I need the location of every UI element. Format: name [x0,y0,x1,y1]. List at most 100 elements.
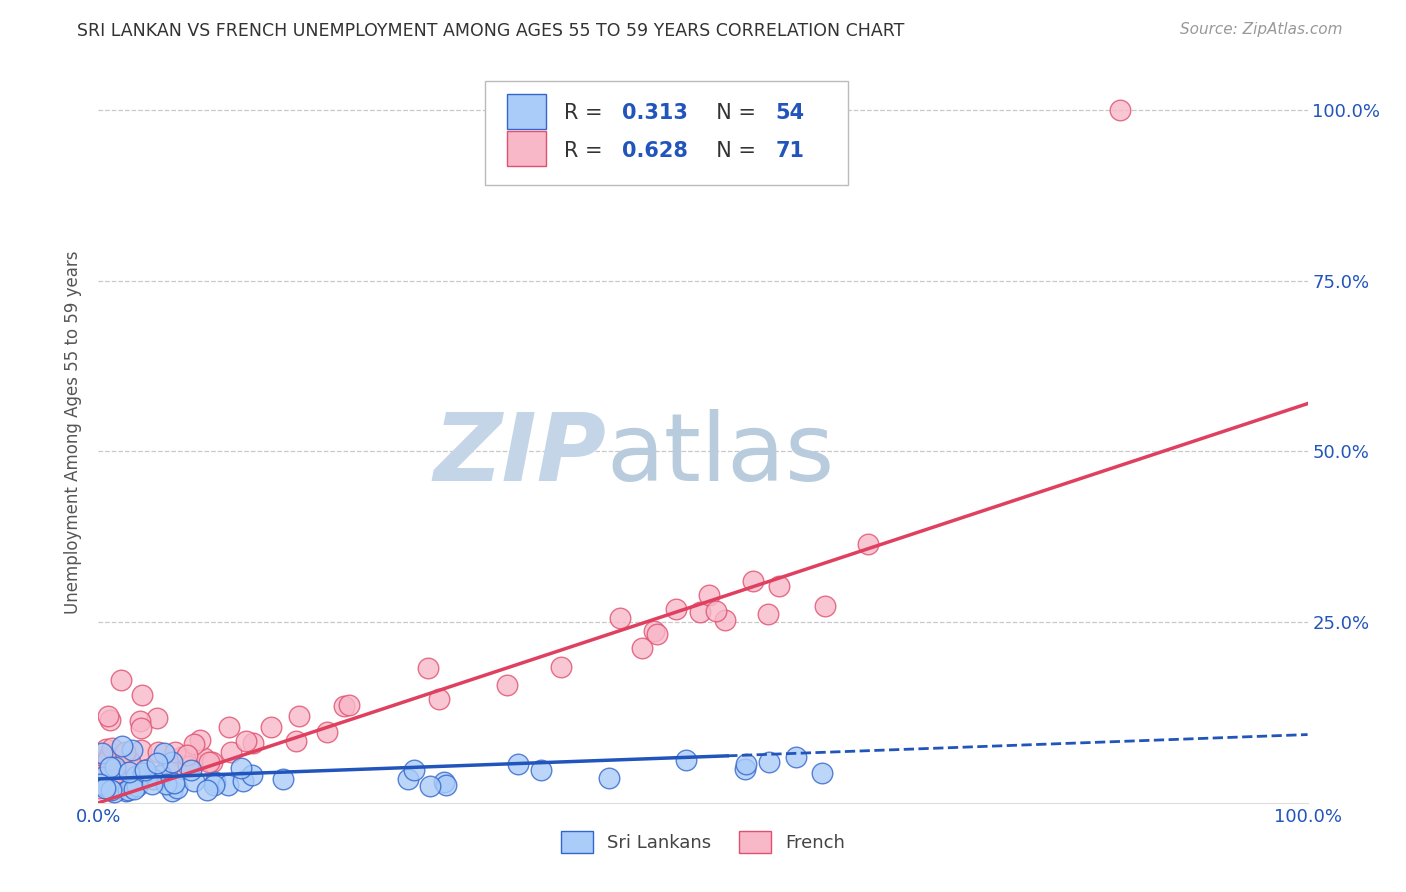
Point [121,758,143,772]
Point [160,784,183,798]
Point [427,692,450,706]
Point [146,745,169,759]
Point [235,734,257,748]
Point [146,711,169,725]
Point [204,778,226,792]
Point [110,739,132,754]
Text: Source: ZipAtlas.com: Source: ZipAtlas.com [1180,22,1343,37]
Point [91,770,114,784]
Point [138,768,160,782]
Point [100,713,122,727]
Point [404,763,426,777]
Point [165,745,187,759]
Point [177,759,200,773]
Point [204,775,226,789]
Point [742,574,765,589]
Point [97,749,120,764]
Point [101,741,124,756]
Point [94,780,117,795]
Point [242,736,264,750]
Point [91,778,114,792]
Point [495,678,517,692]
Point [101,776,124,790]
Point [120,756,142,770]
Point [104,759,127,773]
Point [98,760,121,774]
Point [758,755,780,769]
Point [259,720,281,734]
Point [197,783,219,797]
Point [110,673,132,687]
Point [141,776,163,790]
Point [183,737,205,751]
Point [104,759,127,773]
Point [217,778,239,792]
Point [162,755,184,769]
Point [104,772,127,787]
Text: 71: 71 [776,141,804,161]
Point [315,725,337,739]
Text: ZIP: ZIP [433,409,606,500]
Point [814,599,837,613]
Point [550,660,572,674]
Point [785,750,807,764]
Point [193,751,215,765]
Point [162,776,184,790]
Point [125,769,148,783]
Point [337,698,360,713]
Point [89,777,111,791]
Point [704,604,727,618]
Point [271,772,294,787]
Point [734,756,756,771]
Point [134,763,156,777]
Point [188,733,211,747]
Point [856,537,879,551]
Point [530,764,553,778]
Point [218,720,240,734]
Point [90,746,112,760]
Text: R =: R = [564,141,609,161]
Point [232,774,254,789]
Point [689,605,711,619]
FancyBboxPatch shape [508,94,546,129]
Point [117,783,139,797]
Point [146,756,169,771]
Point [97,753,120,767]
Point [229,761,252,775]
Point [810,765,832,780]
Point [149,767,172,781]
Text: R =: R = [564,103,609,123]
Point [197,756,219,770]
FancyBboxPatch shape [508,130,546,166]
Point [645,626,668,640]
Point [142,772,165,787]
Point [734,762,756,776]
Text: N =: N = [703,103,762,123]
Text: 54: 54 [776,103,804,123]
Point [433,775,456,789]
Point [598,771,620,785]
Point [288,709,311,723]
Point [100,783,122,797]
Point [240,767,263,781]
Point [87,780,110,795]
Text: 0.313: 0.313 [621,103,688,123]
Point [152,746,174,760]
Point [183,756,205,770]
Point [508,756,530,771]
Point [219,745,242,759]
Point [103,784,125,798]
Point [121,742,143,756]
Point [630,640,652,655]
Text: SRI LANKAN VS FRENCH UNEMPLOYMENT AMONG AGES 55 TO 59 YEARS CORRELATION CHART: SRI LANKAN VS FRENCH UNEMPLOYMENT AMONG … [77,22,904,40]
Point [118,764,141,779]
Point [285,734,308,748]
Point [416,661,439,675]
Point [89,772,111,786]
Text: atlas: atlas [606,409,835,500]
Point [166,780,188,795]
Point [94,772,117,787]
Point [89,768,111,782]
Point [117,760,139,774]
Point [643,624,665,638]
